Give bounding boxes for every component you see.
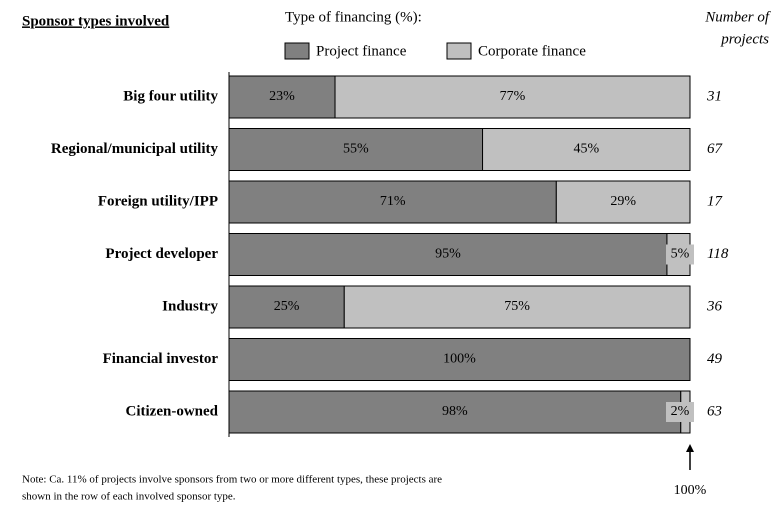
- count-header: projects: [720, 31, 769, 47]
- note: Note: Ca. 11% of projects involve sponso…: [22, 474, 442, 486]
- bar-segment: [228, 338, 691, 381]
- count-header: Number of: [704, 9, 771, 25]
- category-label: Financial investor: [103, 351, 219, 367]
- value-label: 100%: [443, 352, 476, 367]
- value-label: 2%: [671, 404, 690, 419]
- category-label: Foreign utility/IPP: [98, 193, 218, 209]
- category-label: Project developer: [105, 246, 218, 262]
- bar-segment: [555, 180, 691, 224]
- category-label: Industry: [162, 298, 218, 314]
- header: Sponsor types involved: [22, 13, 170, 29]
- project-count: 67: [707, 141, 724, 157]
- category-label: Regional/municipal utility: [51, 141, 219, 157]
- legend-label: Corporate finance: [478, 43, 586, 59]
- project-count: 31: [706, 88, 722, 104]
- bar-segment: [334, 75, 691, 119]
- bar-segment: [482, 128, 691, 171]
- legend-label: Project finance: [316, 43, 407, 59]
- bar-segment: [228, 128, 484, 171]
- annotation: 100%: [674, 483, 707, 498]
- label-background: [666, 402, 694, 422]
- project-count: 49: [707, 351, 723, 367]
- bar-segment: [343, 285, 691, 329]
- value-label: 71%: [380, 194, 406, 209]
- value-label: 5%: [671, 247, 690, 262]
- value-label: 25%: [274, 299, 300, 314]
- label-background: [666, 244, 694, 265]
- project-count: 63: [707, 403, 722, 419]
- category-label: Citizen-owned: [126, 403, 219, 419]
- category-label: Big four utility: [123, 88, 218, 104]
- legend-swatch: [284, 42, 310, 60]
- value-label: 77%: [500, 89, 526, 104]
- bar-segment: [228, 390, 682, 434]
- value-label: 75%: [504, 299, 530, 314]
- note: shown in the row of each involved sponso…: [22, 491, 236, 503]
- project-count: 17: [707, 193, 724, 209]
- legend-title: Type of financing (%):: [285, 9, 422, 25]
- value-label: 23%: [269, 89, 295, 104]
- legend-swatch: [446, 42, 472, 60]
- project-count: 118: [707, 246, 729, 262]
- value-label: 95%: [435, 247, 461, 262]
- arrow-head: [686, 444, 694, 452]
- project-count: 36: [706, 298, 723, 314]
- value-label: 29%: [610, 194, 636, 209]
- value-label: 55%: [343, 142, 369, 157]
- value-label: 98%: [442, 404, 468, 419]
- bar-segment: [228, 285, 345, 329]
- value-label: 45%: [573, 142, 599, 157]
